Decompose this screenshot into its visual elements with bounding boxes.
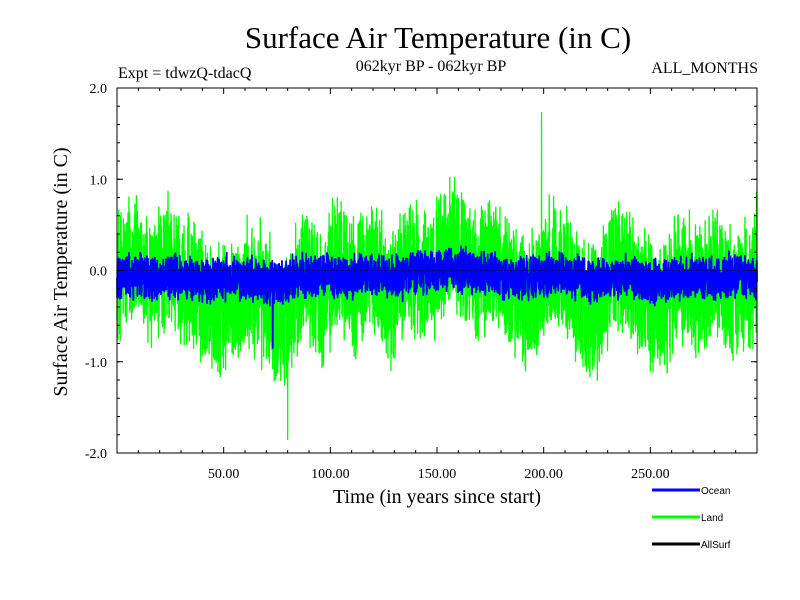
legend-label-ocean: Ocean	[701, 486, 730, 497]
y-tick-label: -2.0	[85, 447, 107, 462]
x-axis-label: Time (in years since start)	[333, 486, 541, 508]
y-tick-label: -1.0	[85, 356, 107, 371]
y-tick-label: 0.0	[90, 265, 108, 280]
y-tick-label: 1.0	[90, 173, 108, 188]
y-axis-label: Surface Air Temperature (in C)	[50, 147, 72, 396]
axis-ticks	[117, 87, 757, 454]
ocean-series	[116, 245, 758, 349]
legend-label-land: Land	[701, 513, 723, 524]
chart-title: Surface Air Temperature (in C)	[245, 20, 631, 55]
x-tick-label: 250.00	[631, 467, 670, 482]
x-tick-label: 100.00	[311, 467, 350, 482]
x-tick-label: 200.00	[524, 467, 563, 482]
season-label: ALL_MONTHS	[651, 60, 758, 77]
period-label: 062kyr BP - 062kyr BP	[356, 58, 507, 75]
y-tick-label: 2.0	[90, 82, 108, 97]
legend: Ocean Land AllSurf	[652, 486, 731, 551]
experiment-label: Expt = tdwzQ-tdacQ	[118, 65, 252, 82]
legend-label-allsurf: AllSurf	[701, 540, 731, 551]
x-tick-label: 150.00	[418, 467, 457, 482]
ocean-line	[116, 245, 758, 349]
x-tick-label: 50.00	[208, 467, 240, 482]
plot-area	[116, 87, 758, 454]
